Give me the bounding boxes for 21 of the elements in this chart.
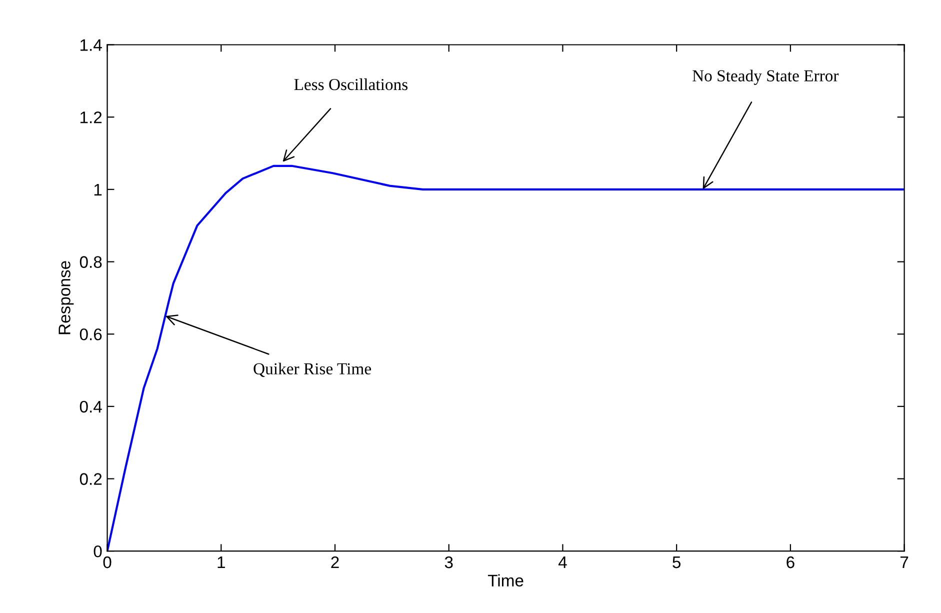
y-tick-label: 0 <box>94 545 102 558</box>
annotation: No Steady State Error <box>692 70 839 85</box>
annotation: Less Oscillations <box>294 78 408 90</box>
y-tick-label: 1.2 <box>80 111 102 124</box>
y-axis-title: Response <box>58 261 74 334</box>
x-tick-label: 5 <box>672 556 681 568</box>
x-tick-label: 1 <box>218 556 225 568</box>
y-tick-label: 0.6 <box>80 328 102 340</box>
x-tick-label: 3 <box>444 556 453 568</box>
x-tick-label: 0 <box>103 556 112 568</box>
x-tick-label: 2 <box>331 556 339 568</box>
y-tick-label: 0.2 <box>80 473 102 485</box>
x-tick-label: 6 <box>786 556 794 568</box>
y-tick-label: 0.4 <box>80 400 102 413</box>
y-tick-label: 1 <box>94 184 102 196</box>
x-tick-label: 4 <box>558 556 567 568</box>
y-tick-label: 1.4 <box>80 39 102 51</box>
y-tick-label: 0.8 <box>80 256 102 268</box>
x-axis-title: Time <box>488 574 524 587</box>
x-tick-label: 7 <box>900 556 908 568</box>
annotation: Quiker Rise Time <box>254 362 371 377</box>
